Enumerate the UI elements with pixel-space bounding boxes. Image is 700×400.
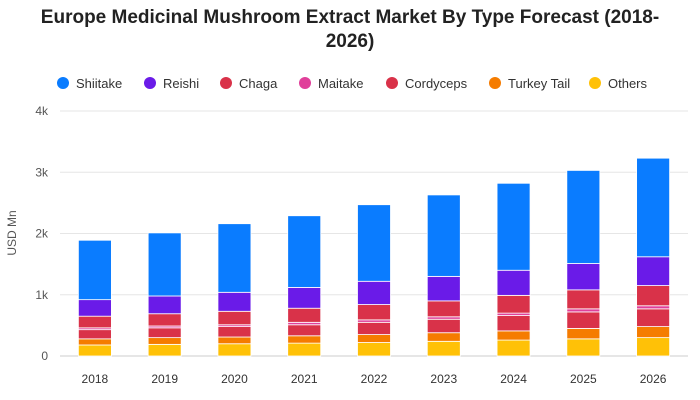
bar-segment-shiitake[interactable] [566, 170, 601, 264]
legend-label: Turkey Tail [508, 75, 571, 91]
bar-segment-cordyceps[interactable] [287, 324, 322, 337]
bar-segment-cordyceps[interactable] [217, 326, 252, 338]
x-tick-label: 2021 [291, 372, 318, 386]
y-tick-label: 1k [35, 288, 49, 302]
bar-segment-shiitake[interactable] [287, 215, 322, 288]
bar-segment-others[interactable] [496, 339, 531, 357]
legend-item-turkey-tail[interactable]: Turkey Tail [489, 74, 570, 92]
legend-label: Maitake [318, 75, 364, 91]
legend-label: Shiitake [76, 75, 123, 91]
bar-segment-turkey-tail[interactable] [287, 335, 322, 344]
bar-segment-cordyceps[interactable] [566, 311, 601, 329]
bar-segment-chaga[interactable] [217, 310, 252, 326]
legend-label: Chaga [239, 75, 278, 91]
legend-label: Others [608, 75, 648, 91]
chart-legend: Shiitake Reishi Chaga Maitake Cordyceps Turke… [0, 74, 700, 92]
bar-segment-others[interactable] [566, 338, 601, 357]
bar-segment-chaga[interactable] [426, 300, 461, 318]
bar-segment-turkey-tail[interactable] [636, 326, 671, 339]
bar-segment-others[interactable] [77, 344, 112, 357]
bar-segment-chaga[interactable] [287, 307, 322, 323]
legend-swatch-icon [144, 77, 156, 89]
bar-segment-chaga[interactable] [77, 315, 112, 329]
bar-segment-cordyceps[interactable] [496, 315, 531, 332]
legend-item-reishi[interactable]: Reishi [144, 74, 199, 92]
chart-title-line-1: Europe Medicinal Mushroom Extract Market… [40, 7, 660, 28]
bar-segment-turkey-tail[interactable] [357, 334, 391, 343]
legend-label: Cordyceps [405, 75, 468, 91]
x-tick-label: 2020 [221, 372, 248, 386]
x-tick-label: 2022 [361, 372, 388, 386]
bar-segment-turkey-tail[interactable] [566, 328, 601, 340]
bar-segment-turkey-tail[interactable] [496, 330, 531, 341]
bar-segment-maitake[interactable] [636, 305, 671, 310]
legend-label: Reishi [163, 75, 200, 91]
y-tick-label: 3k [35, 165, 49, 179]
bar-segment-maitake[interactable] [566, 308, 601, 313]
legend-item-cordyceps[interactable]: Cordyceps [386, 74, 467, 92]
bar-segment-chaga[interactable] [496, 294, 531, 314]
chart-title-line-2: 2026) [325, 31, 375, 52]
bar-segment-cordyceps[interactable] [426, 318, 461, 334]
bar-segment-others[interactable] [287, 342, 322, 357]
legend-swatch-icon [220, 77, 232, 89]
bar-segment-reishi[interactable] [287, 286, 322, 309]
bar-segment-others[interactable] [357, 342, 391, 357]
bar-segment-shiitake[interactable] [496, 182, 531, 271]
y-tick-label: 4k [35, 104, 49, 118]
bar-segment-reishi[interactable] [147, 295, 182, 315]
chart-title: Europe Medicinal Mushroom Extract Market… [0, 6, 700, 54]
legend-item-chaga[interactable]: Chaga [220, 74, 277, 92]
x-tick-label: 2019 [151, 372, 178, 386]
bar-segment-turkey-tail[interactable] [77, 338, 112, 346]
bar-segment-chaga[interactable] [636, 285, 671, 307]
legend-item-maitake[interactable]: Maitake [299, 74, 364, 92]
x-tick-label: 2026 [640, 372, 667, 386]
bar-segment-reishi[interactable] [636, 256, 671, 286]
legend-item-shiitake[interactable]: Shiitake [57, 74, 122, 92]
bar-segment-cordyceps[interactable] [77, 329, 112, 340]
legend-item-others[interactable]: Others [589, 74, 647, 92]
x-tick-label: 2023 [430, 372, 457, 386]
bar-segment-shiitake[interactable] [636, 157, 671, 258]
bar-segment-reishi[interactable] [217, 291, 252, 312]
x-tick-label: 2025 [570, 372, 597, 386]
bar-segment-shiitake[interactable] [77, 239, 112, 301]
legend-swatch-icon [489, 77, 501, 89]
y-tick-label: 2k [35, 227, 49, 241]
bar-segment-shiitake[interactable] [426, 194, 461, 277]
legend-swatch-icon [386, 77, 398, 89]
x-tick-label: 2024 [500, 372, 527, 386]
bar-segment-reishi[interactable] [77, 299, 112, 317]
bar-segment-reishi[interactable] [496, 269, 531, 296]
bar-segment-turkey-tail[interactable] [217, 336, 252, 345]
bar-segment-turkey-tail[interactable] [426, 332, 461, 342]
bar-segment-others[interactable] [217, 343, 252, 357]
legend-swatch-icon [299, 77, 311, 89]
bar-segment-others[interactable] [426, 340, 461, 357]
bar-segment-reishi[interactable] [357, 280, 391, 305]
x-tick-label: 2018 [82, 372, 109, 386]
y-tick-label: 0 [41, 349, 48, 363]
bar-segment-reishi[interactable] [426, 275, 461, 302]
bar-segment-others[interactable] [147, 343, 182, 357]
bar-segment-reishi[interactable] [566, 263, 601, 291]
bar-segment-cordyceps[interactable] [357, 321, 391, 335]
bar-segment-shiitake[interactable] [147, 232, 182, 297]
bar-segment-others[interactable] [636, 337, 671, 357]
bar-segment-turkey-tail[interactable] [147, 337, 182, 345]
bar-segment-chaga[interactable] [147, 313, 182, 327]
bar-segment-cordyceps[interactable] [636, 308, 671, 327]
legend-swatch-icon [57, 77, 69, 89]
bar-segment-shiitake[interactable] [217, 223, 252, 293]
legend-swatch-icon [589, 77, 601, 89]
bar-segment-chaga[interactable] [566, 289, 601, 310]
bar-segment-cordyceps[interactable] [147, 327, 182, 339]
bar-segment-shiitake[interactable] [357, 204, 391, 282]
bar-segment-chaga[interactable] [357, 304, 391, 321]
y-axis-label: USD Mn [5, 210, 19, 256]
